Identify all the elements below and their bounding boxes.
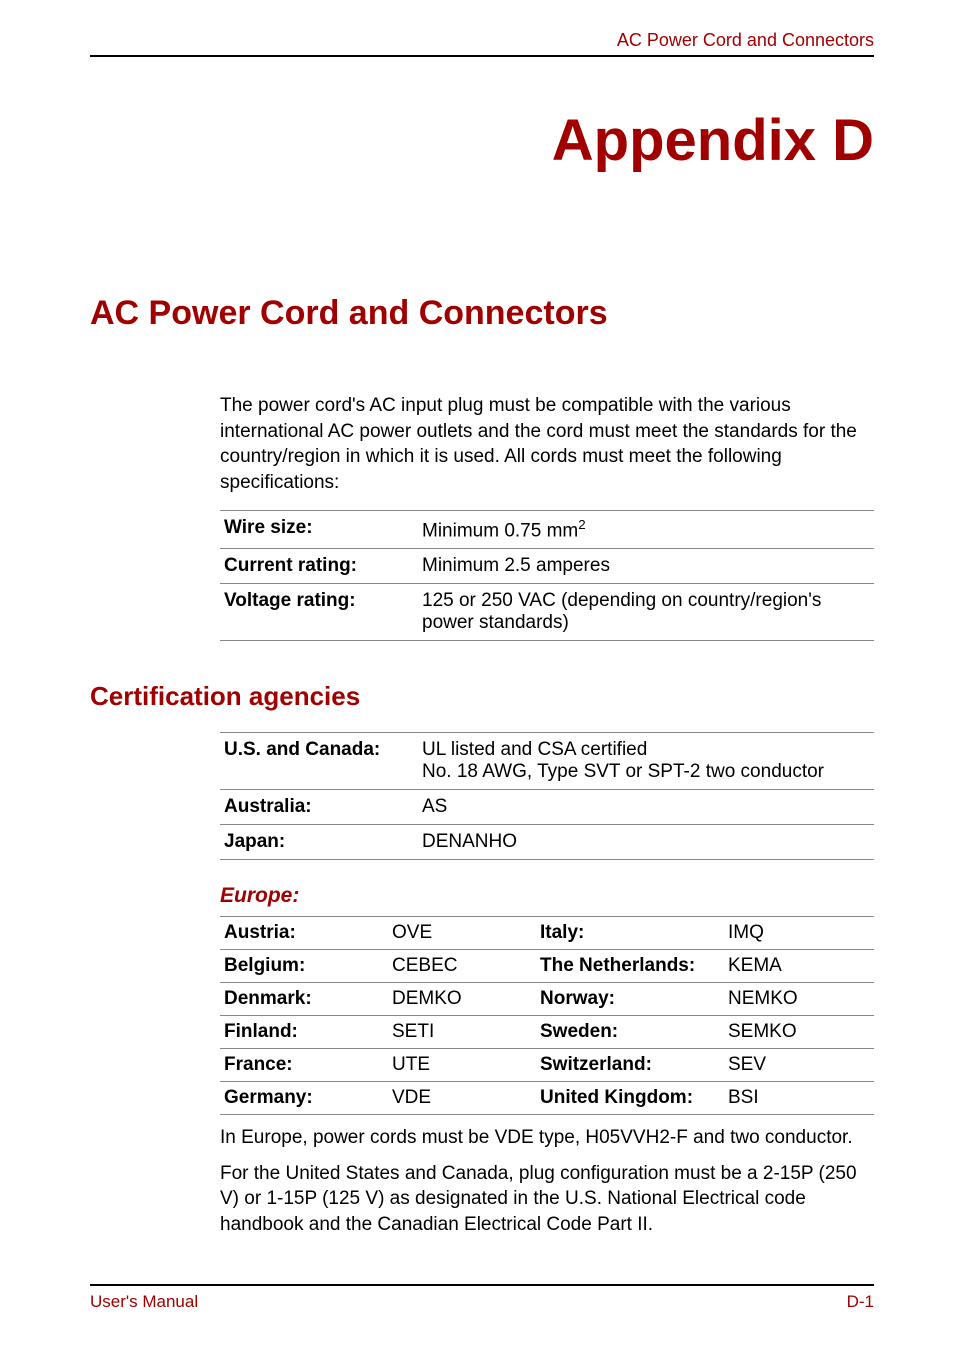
cert-value: AS bbox=[418, 789, 874, 824]
spec-value: Minimum 2.5 amperes bbox=[418, 548, 874, 583]
europe-agency: NEMKO bbox=[724, 982, 874, 1015]
europe-country: Sweden: bbox=[536, 1015, 724, 1048]
spec-row: Current rating: Minimum 2.5 amperes bbox=[220, 548, 874, 583]
cert-label: Japan: bbox=[220, 824, 418, 859]
cert-block: U.S. and Canada: UL listed and CSA certi… bbox=[220, 732, 874, 1238]
europe-row: Denmark: DEMKO Norway: NEMKO bbox=[220, 982, 874, 1015]
cert-row: Japan: DENANHO bbox=[220, 824, 874, 859]
intro-paragraph: The power cord's AC input plug must be c… bbox=[220, 393, 874, 496]
europe-heading: Europe: bbox=[220, 884, 874, 908]
europe-row: Austria: OVE Italy: IMQ bbox=[220, 916, 874, 949]
footer-right: D-1 bbox=[847, 1292, 874, 1312]
europe-agency: OVE bbox=[388, 916, 536, 949]
appendix-label: Appendix D bbox=[90, 107, 874, 174]
europe-agency: BSI bbox=[724, 1081, 874, 1114]
europe-country: Denmark: bbox=[220, 982, 388, 1015]
cert-row: Australia: AS bbox=[220, 789, 874, 824]
specs-table: Wire size: Minimum 0.75 mm2 Current rati… bbox=[220, 510, 874, 641]
europe-country: Belgium: bbox=[220, 949, 388, 982]
footer-left: User's Manual bbox=[90, 1292, 198, 1312]
running-header-text: AC Power Cord and Connectors bbox=[617, 30, 874, 50]
europe-row: Germany: VDE United Kingdom: BSI bbox=[220, 1081, 874, 1114]
europe-agency: DEMKO bbox=[388, 982, 536, 1015]
europe-country: Germany: bbox=[220, 1081, 388, 1114]
cert-label: U.S. and Canada: bbox=[220, 732, 418, 789]
europe-row: Belgium: CEBEC The Netherlands: KEMA bbox=[220, 949, 874, 982]
europe-agency: CEBEC bbox=[388, 949, 536, 982]
cert-value: UL listed and CSA certified No. 18 AWG, … bbox=[418, 732, 874, 789]
europe-row: Finland: SETI Sweden: SEMKO bbox=[220, 1015, 874, 1048]
cert-table: U.S. and Canada: UL listed and CSA certi… bbox=[220, 732, 874, 860]
europe-agency: VDE bbox=[388, 1081, 536, 1114]
europe-country: France: bbox=[220, 1048, 388, 1081]
europe-country: Italy: bbox=[536, 916, 724, 949]
page: AC Power Cord and Connectors Appendix D … bbox=[0, 0, 954, 1352]
cert-value: DENANHO bbox=[418, 824, 874, 859]
us-canada-note: For the United States and Canada, plug c… bbox=[220, 1161, 874, 1238]
europe-table: Austria: OVE Italy: IMQ Belgium: CEBEC T… bbox=[220, 916, 874, 1115]
europe-country: Norway: bbox=[536, 982, 724, 1015]
spec-label: Voltage rating: bbox=[220, 583, 418, 640]
spec-row: Wire size: Minimum 0.75 mm2 bbox=[220, 510, 874, 548]
europe-country: Austria: bbox=[220, 916, 388, 949]
europe-agency: SETI bbox=[388, 1015, 536, 1048]
spec-row: Voltage rating: 125 or 250 VAC (dependin… bbox=[220, 583, 874, 640]
body-block: The power cord's AC input plug must be c… bbox=[220, 393, 874, 641]
europe-agency: SEV bbox=[724, 1048, 874, 1081]
europe-country: The Netherlands: bbox=[536, 949, 724, 982]
europe-agency: IMQ bbox=[724, 916, 874, 949]
europe-note: In Europe, power cords must be VDE type,… bbox=[220, 1125, 874, 1151]
spec-value: Minimum 0.75 mm2 bbox=[418, 510, 874, 548]
page-footer: User's Manual D-1 bbox=[90, 1284, 874, 1312]
cert-agencies-heading: Certification agencies bbox=[90, 681, 874, 712]
spec-label: Wire size: bbox=[220, 510, 418, 548]
cert-row: U.S. and Canada: UL listed and CSA certi… bbox=[220, 732, 874, 789]
cert-label: Australia: bbox=[220, 789, 418, 824]
europe-agency: KEMA bbox=[724, 949, 874, 982]
europe-agency: SEMKO bbox=[724, 1015, 874, 1048]
europe-country: Finland: bbox=[220, 1015, 388, 1048]
spec-label: Current rating: bbox=[220, 548, 418, 583]
page-title: AC Power Cord and Connectors bbox=[90, 294, 874, 333]
europe-row: France: UTE Switzerland: SEV bbox=[220, 1048, 874, 1081]
running-header: AC Power Cord and Connectors bbox=[90, 30, 874, 57]
europe-country: Switzerland: bbox=[536, 1048, 724, 1081]
europe-country: United Kingdom: bbox=[536, 1081, 724, 1114]
europe-agency: UTE bbox=[388, 1048, 536, 1081]
spec-value: 125 or 250 VAC (depending on country/reg… bbox=[418, 583, 874, 640]
